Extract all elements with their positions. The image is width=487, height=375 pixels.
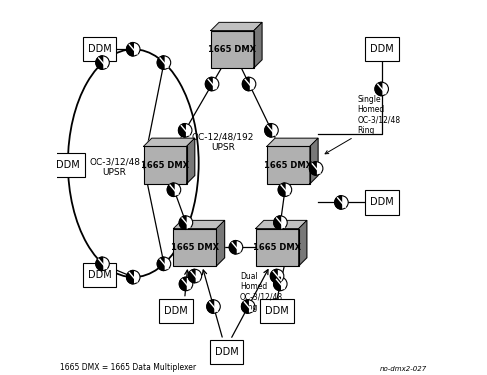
Polygon shape [278, 183, 285, 196]
Polygon shape [310, 138, 318, 184]
Polygon shape [216, 220, 225, 266]
Circle shape [207, 300, 220, 313]
Text: Single
Homed
OC-3/12/48
Ring: Single Homed OC-3/12/48 Ring [357, 94, 401, 135]
Text: DDM: DDM [370, 198, 393, 207]
Text: Dual
Homed
OC-3/12/48
Ring: Dual Homed OC-3/12/48 Ring [240, 272, 283, 312]
Circle shape [274, 216, 287, 229]
Polygon shape [207, 300, 214, 313]
Polygon shape [179, 124, 185, 137]
Polygon shape [179, 277, 186, 291]
Circle shape [179, 216, 193, 229]
Bar [261, 298, 294, 323]
Text: 1665 DMX: 1665 DMX [264, 160, 312, 170]
Text: DDM: DDM [165, 306, 188, 316]
Text: OC-12/48/192
UPSR: OC-12/48/192 UPSR [192, 133, 254, 152]
Polygon shape [256, 220, 307, 229]
Text: 1665 DMX = 1665 Data Multiplexer: 1665 DMX = 1665 Data Multiplexer [60, 363, 197, 372]
Circle shape [270, 269, 284, 283]
Polygon shape [299, 220, 307, 266]
Polygon shape [173, 220, 225, 229]
Circle shape [206, 77, 219, 91]
Polygon shape [211, 22, 262, 31]
Polygon shape [254, 22, 262, 68]
Polygon shape [274, 277, 281, 291]
Circle shape [167, 183, 181, 196]
Text: DDM: DDM [56, 160, 80, 170]
Text: 1665 DMX: 1665 DMX [253, 243, 301, 252]
Polygon shape [157, 56, 164, 69]
Circle shape [274, 277, 287, 291]
Polygon shape [127, 42, 133, 56]
Circle shape [179, 277, 193, 291]
Bar [365, 37, 398, 62]
Bar [256, 229, 299, 266]
Text: OC-3/12/48
UPSR: OC-3/12/48 UPSR [89, 157, 140, 177]
Circle shape [96, 56, 109, 69]
Polygon shape [375, 82, 382, 96]
Text: 1665 DMX: 1665 DMX [208, 45, 256, 54]
Text: 1665 DMX: 1665 DMX [171, 243, 219, 252]
Polygon shape [144, 138, 195, 146]
Circle shape [96, 257, 109, 270]
Text: no-dmx2-027: no-dmx2-027 [379, 366, 427, 372]
Bar [267, 146, 310, 184]
Circle shape [127, 270, 140, 284]
Text: DDM: DDM [215, 347, 239, 357]
Text: DDM: DDM [88, 44, 112, 54]
Polygon shape [206, 77, 212, 91]
Circle shape [309, 162, 323, 175]
Polygon shape [242, 300, 248, 313]
Circle shape [188, 269, 202, 283]
Polygon shape [168, 183, 174, 196]
Circle shape [278, 183, 292, 196]
Bar [51, 153, 85, 177]
Text: DDM: DDM [88, 270, 112, 280]
Circle shape [157, 56, 171, 69]
Circle shape [265, 124, 278, 137]
Text: DDM: DDM [265, 306, 289, 316]
Polygon shape [127, 270, 133, 284]
Circle shape [229, 240, 243, 254]
Circle shape [157, 257, 171, 270]
Circle shape [375, 82, 389, 96]
Bar [144, 146, 187, 184]
Polygon shape [335, 196, 341, 209]
Polygon shape [309, 162, 316, 175]
Polygon shape [229, 240, 236, 254]
Polygon shape [188, 269, 195, 283]
Polygon shape [157, 257, 164, 270]
Polygon shape [274, 216, 281, 229]
Circle shape [179, 124, 192, 137]
Polygon shape [179, 216, 186, 229]
Circle shape [127, 42, 140, 56]
Bar [365, 190, 398, 214]
Polygon shape [265, 124, 272, 137]
Polygon shape [96, 257, 103, 270]
Bar [83, 263, 116, 288]
Polygon shape [187, 138, 195, 184]
Polygon shape [267, 138, 318, 146]
Bar [211, 31, 254, 68]
Polygon shape [96, 56, 103, 69]
Circle shape [243, 77, 256, 91]
Polygon shape [243, 77, 249, 91]
Bar [83, 37, 116, 62]
Circle shape [242, 300, 255, 313]
Polygon shape [270, 269, 277, 283]
Text: 1665 DMX: 1665 DMX [141, 160, 189, 170]
Circle shape [335, 196, 348, 209]
Bar [173, 229, 216, 266]
Bar [159, 298, 193, 323]
Text: DDM: DDM [370, 44, 393, 54]
Bar [210, 340, 244, 364]
